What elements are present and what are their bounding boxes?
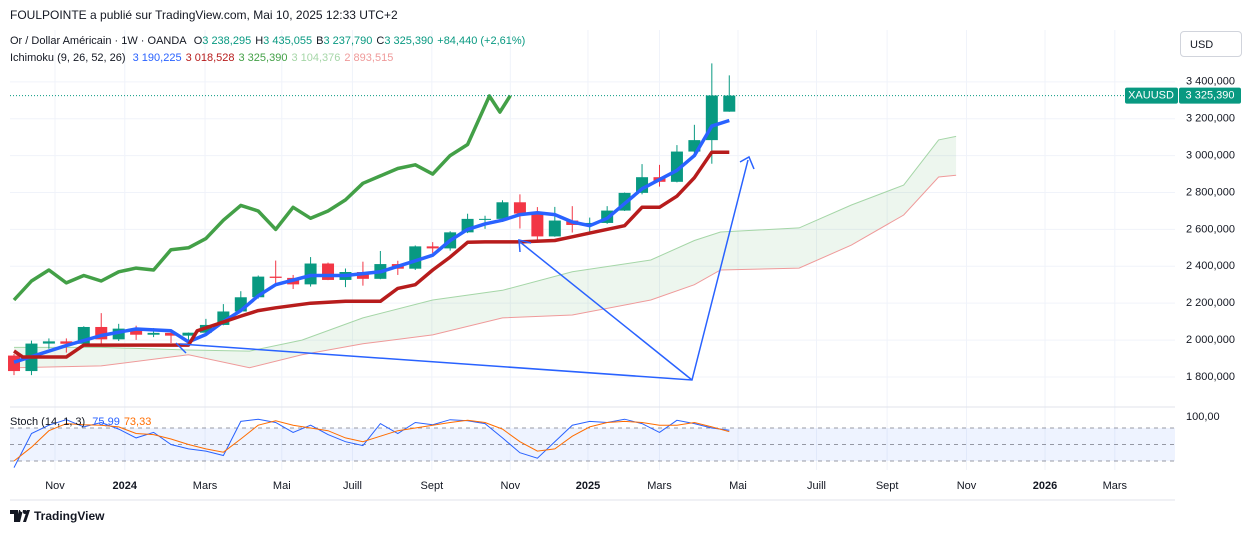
x-tick-label: Juill xyxy=(343,480,362,492)
x-tick-label: Mars xyxy=(1103,480,1128,492)
candle-body xyxy=(42,341,55,344)
y-tick-label: 1 800,000 xyxy=(1186,371,1235,383)
ohlc-letter: O xyxy=(193,35,203,47)
candle-body xyxy=(60,341,73,344)
x-tick-label: 2026 xyxy=(1033,480,1057,492)
candle-body xyxy=(426,246,439,249)
price-tag-text: 3 325,390 xyxy=(1186,90,1235,102)
symbol: Or / Dollar Américain · 1W · OANDA xyxy=(10,35,187,47)
indicator-value: 75,99 xyxy=(92,416,120,428)
currency-button[interactable]: USD xyxy=(1180,31,1242,57)
ohlc-value: 3 237,790 xyxy=(323,35,373,47)
candle-body xyxy=(8,355,21,372)
y-tick-label: 2 200,000 xyxy=(1186,297,1235,309)
indicator-line xyxy=(13,150,730,359)
candle-body xyxy=(496,202,509,219)
y-tick-label: 2 800,000 xyxy=(1186,186,1235,198)
x-tick-label: Nov xyxy=(957,480,977,492)
x-tick-label: Sept xyxy=(876,480,899,492)
ohlc-letter: B xyxy=(316,35,324,47)
y-tick-label: 2 000,000 xyxy=(1186,334,1235,346)
cloud-upper xyxy=(14,135,957,352)
cloud-lower xyxy=(13,174,957,369)
change: +84,440 (+2,61%) xyxy=(437,35,526,47)
candle-body xyxy=(513,202,526,214)
arrow-head xyxy=(518,239,532,253)
brand: TradingView xyxy=(34,509,105,523)
indicator-value: 3 018,528 xyxy=(185,52,235,64)
candle-body xyxy=(479,218,492,220)
user-drawing xyxy=(175,155,755,381)
y-tick-label: 3 200,000 xyxy=(1186,113,1235,125)
candle-body xyxy=(548,220,561,237)
indicator-line xyxy=(13,118,730,364)
candle-body xyxy=(130,328,143,335)
trend-arrow xyxy=(519,241,693,381)
indicator-value: 3 190,225 xyxy=(132,52,182,64)
indicator-name: Ichimoku (9, 26, 52, 26) xyxy=(10,52,126,64)
candle-body xyxy=(322,263,335,280)
candle-body xyxy=(356,272,369,279)
x-tick-label: Juill xyxy=(807,480,826,492)
ichimoku-legend: Ichimoku (9, 26, 52, 26) 3 190,225 3 018,… xyxy=(10,52,397,64)
price-tag xyxy=(1179,87,1241,104)
ohlc-value: 3 238,295 xyxy=(202,35,252,47)
indicator-value: 2 893,515 xyxy=(344,52,394,64)
y-tick-label: 2 600,000 xyxy=(1186,223,1235,235)
price-tag-symbol-text: XAUUSD xyxy=(1128,90,1174,102)
ohlc-value: 3 325,390 xyxy=(384,35,434,47)
x-tick-label: 2024 xyxy=(113,480,138,492)
x-tick-label: Sept xyxy=(421,480,444,492)
x-tick-label: Mai xyxy=(273,480,291,492)
y-tick-label: 3 400,000 xyxy=(1186,76,1235,88)
x-tick-label: Mars xyxy=(647,480,672,492)
plot: 1 800,000 2 000,000 2 200,000 2 400,000 2 60… xyxy=(8,30,1241,492)
x-tick-label: 2025 xyxy=(576,480,600,492)
candle-body xyxy=(269,276,282,278)
candle-body xyxy=(723,95,736,112)
arrow-head xyxy=(739,155,755,170)
candle-body xyxy=(147,332,160,335)
stoch-legend: Stoch (14, 1, 3) 75,99 73,33 xyxy=(10,416,155,428)
indicator-value: 3 104,376 xyxy=(291,52,341,64)
cloud-fill xyxy=(14,136,957,368)
stoch-line xyxy=(13,419,730,462)
x-tick-label: Mai xyxy=(729,480,747,492)
stoch-band xyxy=(10,427,1175,461)
candle-body xyxy=(409,246,422,269)
footer: TradingView xyxy=(10,509,104,523)
candle-body xyxy=(165,332,178,336)
indicator-name: Stoch (14, 1, 3) xyxy=(10,416,86,428)
candle-body xyxy=(670,151,683,182)
x-tick-label: Nov xyxy=(501,480,521,492)
candle-body xyxy=(531,213,544,237)
y-tick-label: 100,00 xyxy=(1186,411,1220,423)
ohlc-letter: C xyxy=(376,35,385,47)
candle-body xyxy=(688,140,701,152)
x-tick-label: Nov xyxy=(45,480,65,492)
y-tick-label: 2 400,000 xyxy=(1186,260,1235,272)
candle-body xyxy=(182,332,195,336)
price-tag-symbol xyxy=(1125,87,1178,104)
trend-arrow xyxy=(175,342,187,354)
indicator-value: 73,33 xyxy=(123,416,152,428)
publisher: FOULPOINTE a publié sur TradingView.com,… xyxy=(10,8,398,22)
x-tick-label: Mars xyxy=(193,480,218,492)
symbol-legend: Or / Dollar Américain · 1W · OANDA O3 23… xyxy=(10,35,529,47)
ohlc-value: 3 435,055 xyxy=(263,35,313,47)
y-tick-label: 3 000,000 xyxy=(1186,150,1235,162)
ohlc-letter: H xyxy=(255,35,264,47)
indicator-line xyxy=(12,94,512,302)
logo xyxy=(10,510,30,522)
indicator-value: 3 325,390 xyxy=(238,52,288,64)
